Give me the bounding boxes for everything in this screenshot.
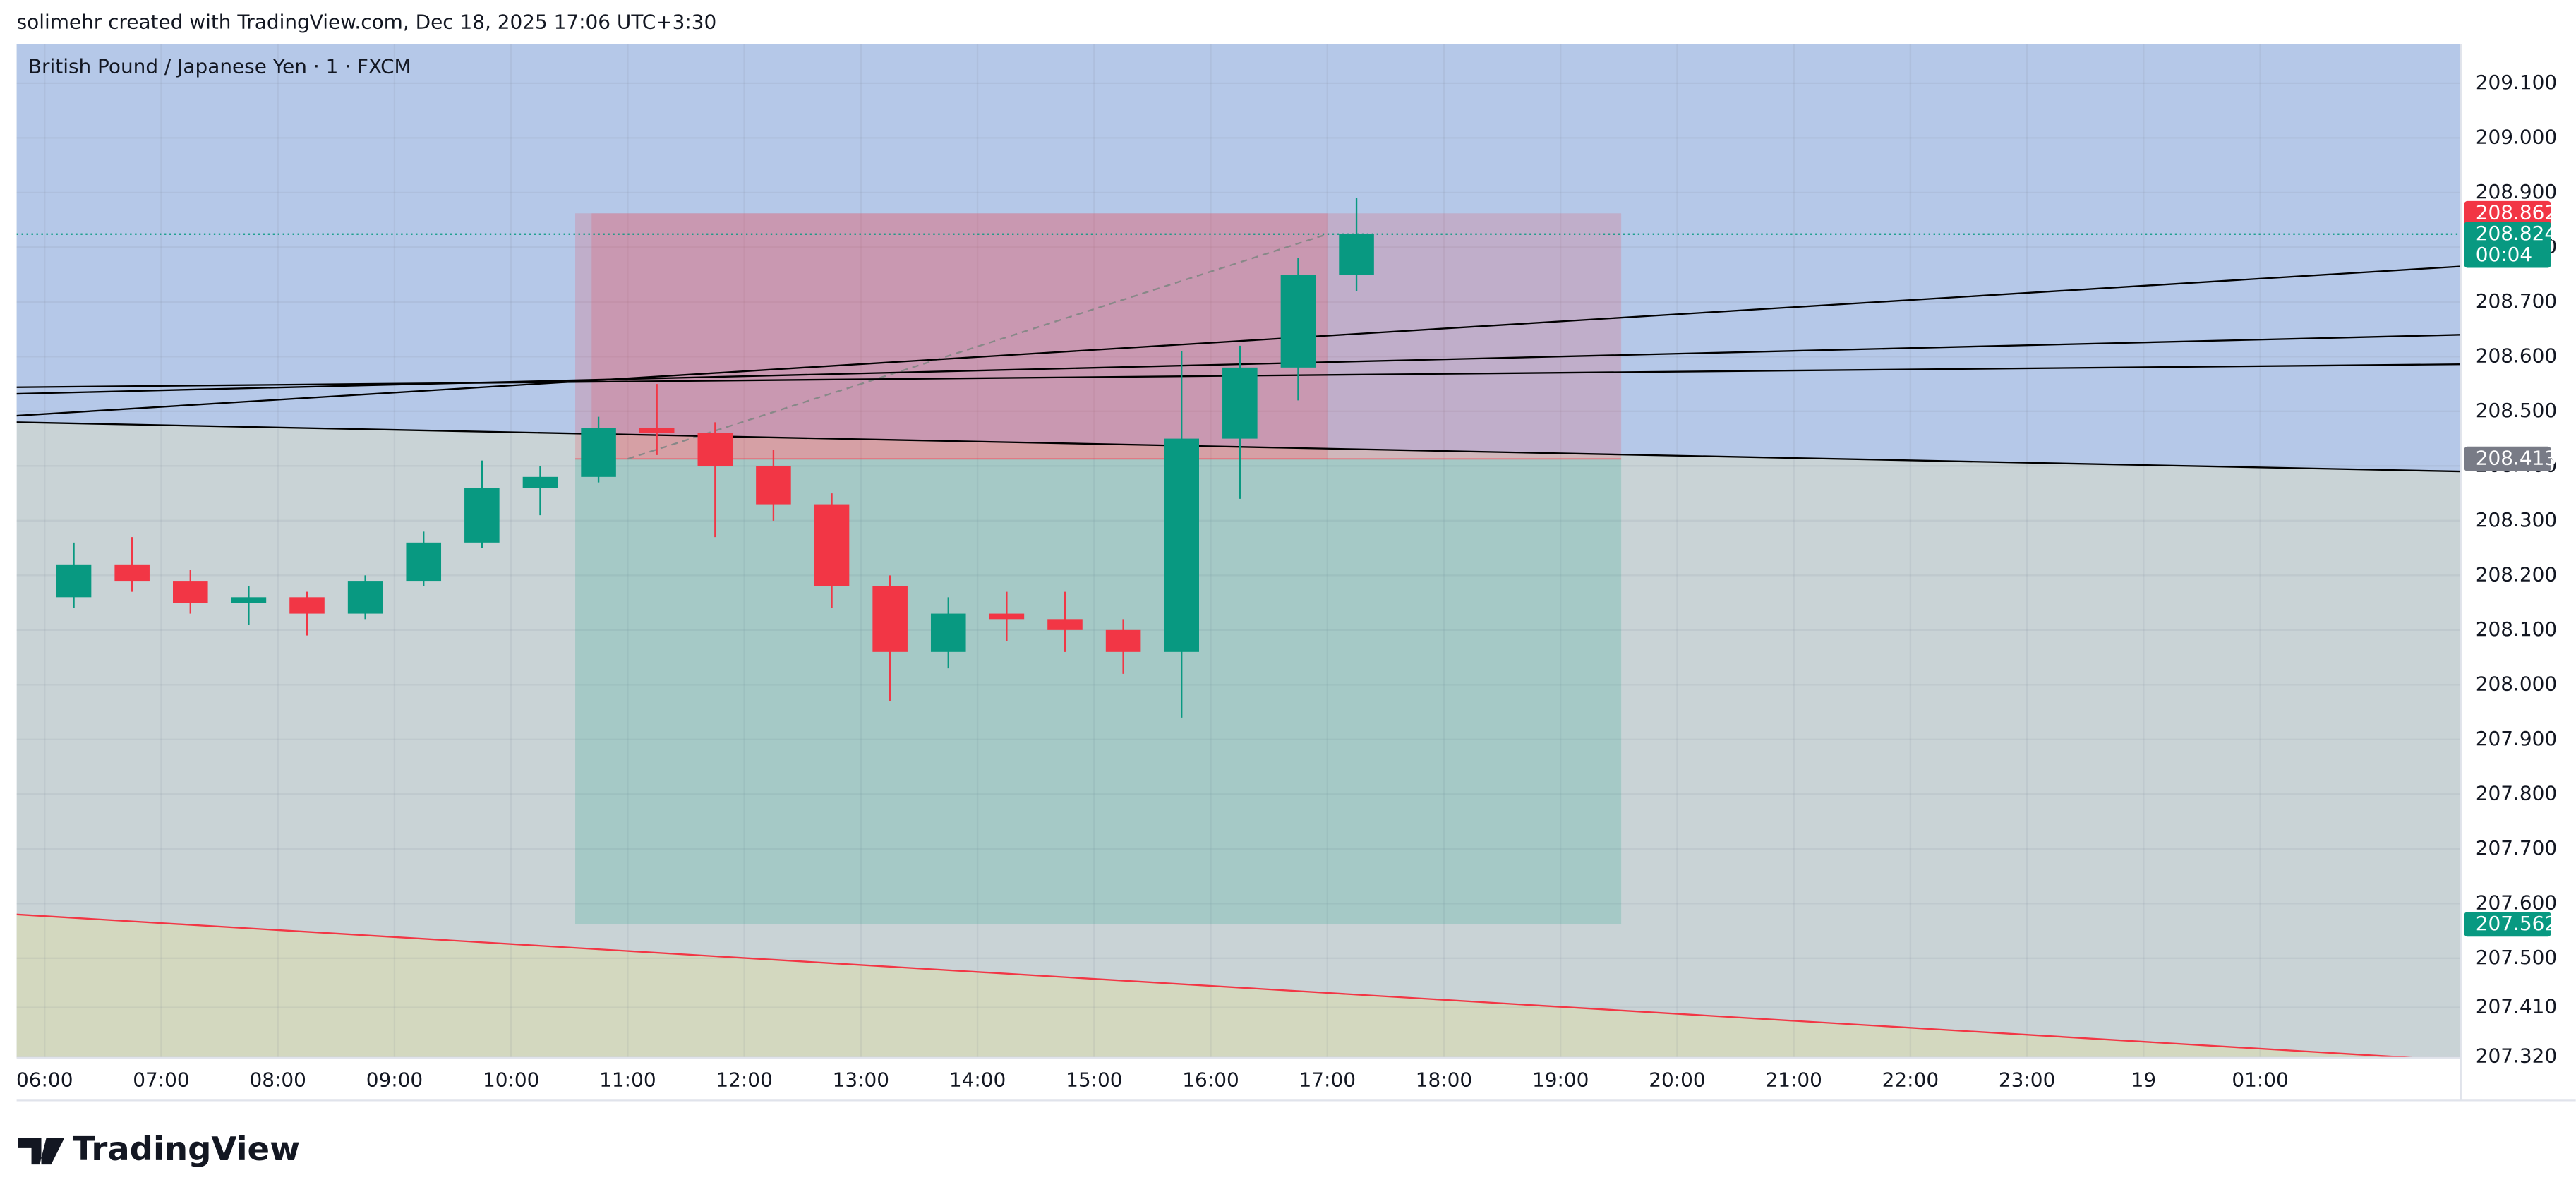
- candle-body: [56, 564, 92, 598]
- y-tick-label: 208.700: [2476, 289, 2557, 313]
- x-tick-label: 06:00: [16, 1068, 73, 1091]
- y-tick-label: 207.800: [2476, 781, 2557, 805]
- x-tick-label: 15:00: [1066, 1068, 1122, 1091]
- y-tick-label: 208.300: [2476, 508, 2557, 531]
- candle-body: [989, 613, 1025, 620]
- candle-body: [406, 542, 442, 582]
- logo-dot: [47, 1138, 58, 1148]
- logo: TradingView: [18, 1130, 300, 1168]
- candle-body: [289, 597, 325, 614]
- candle-body: [814, 504, 850, 586]
- current-price-label: 208.824: [2476, 222, 2557, 245]
- position-path: [627, 233, 1328, 460]
- x-tick-label: 22:00: [1882, 1068, 1939, 1091]
- candle-body: [231, 597, 267, 603]
- candle-body: [1222, 367, 1258, 439]
- entry-label: 208.413: [2476, 446, 2557, 469]
- y-tick-label: 207.500: [2476, 946, 2557, 969]
- candle-body: [522, 476, 558, 488]
- y-tick-label: 208.100: [2476, 617, 2557, 641]
- candle-body: [639, 428, 675, 433]
- y-tick-label: 209.000: [2476, 125, 2557, 148]
- x-tick-label: 10:00: [483, 1068, 539, 1091]
- axes: 06:00 07:00 08:00 09:00 10:00 11:00 12:00 13:00…: [16, 71, 2557, 1092]
- current-price-label-bg: [2464, 222, 2551, 268]
- x-tick-label: 09:00: [366, 1068, 423, 1091]
- y-tick-label: 207.600: [2476, 891, 2557, 914]
- target-label: 207.562: [2476, 912, 2557, 935]
- entry-label-bg: [2464, 446, 2551, 471]
- target-zone: [575, 459, 1622, 924]
- y-tick-label: 208.900: [2476, 180, 2557, 203]
- current-price-label-countdown: 00:04: [2476, 243, 2532, 266]
- y-tick-label: 208.200: [2476, 562, 2557, 586]
- x-tick-label: 19:00: [1532, 1068, 1589, 1091]
- x-tick-label: 08:00: [249, 1068, 306, 1091]
- chart-title: British Pound / Japanese Yen · 1 · FXCM: [28, 54, 411, 78]
- candle-body: [464, 488, 500, 543]
- target-label-bg: [2464, 912, 2551, 937]
- stop-zone: [575, 213, 1622, 459]
- x-tick-label: 21:00: [1765, 1068, 1822, 1091]
- plot-area: [16, 44, 2461, 1058]
- x-tick-label: 19: [2131, 1068, 2157, 1091]
- trend-line: [16, 913, 2412, 1058]
- attribution: solimehr created with TradingView.com, D…: [17, 11, 717, 34]
- x-tick-label: 18:00: [1416, 1068, 1472, 1091]
- candle-body: [347, 581, 383, 614]
- candle-body: [697, 433, 733, 466]
- y-tick-label: 207.700: [2476, 836, 2557, 860]
- x-tick-label: 14:00: [949, 1068, 1006, 1091]
- y-tick-label: 208.000: [2476, 672, 2557, 695]
- x-tick-label: 07:00: [133, 1068, 189, 1091]
- x-tick-label: 11:00: [599, 1068, 656, 1091]
- candle-body: [581, 428, 616, 477]
- brand: TradingView: [73, 1130, 300, 1168]
- x-tick-label: 23:00: [1999, 1068, 2055, 1091]
- candle-body: [1047, 619, 1083, 630]
- x-tick-label: 17:00: [1299, 1068, 1356, 1091]
- x-tick-label: 13:00: [833, 1068, 889, 1091]
- y-tick-label: 208.600: [2476, 344, 2557, 367]
- trend-line: [16, 265, 2461, 417]
- stop-label: 208.862: [2476, 200, 2557, 224]
- stop-zone-filled: [591, 213, 1328, 459]
- y-tick-label: 207.410: [2476, 995, 2557, 1018]
- x-tick-label: 16:00: [1182, 1068, 1239, 1091]
- candle-body: [172, 581, 208, 603]
- trend-line: [16, 421, 2461, 473]
- y-tick-label: 209.100: [2476, 71, 2557, 94]
- candle-body: [756, 466, 791, 505]
- candle-body: [1280, 275, 1316, 368]
- x-tick-label: 12:00: [716, 1068, 772, 1091]
- x-tick-label: 20:00: [1649, 1068, 1705, 1091]
- y-tick-label: 207.320: [2476, 1044, 2557, 1067]
- candle-body: [930, 613, 966, 652]
- stop-label-bg: [2464, 200, 2551, 226]
- candle-body: [1164, 438, 1200, 652]
- y-tick-label: 208.500: [2476, 399, 2557, 422]
- candle-body: [1339, 234, 1374, 275]
- x-tick-label: 01:00: [2232, 1068, 2288, 1091]
- candle-body: [872, 586, 908, 652]
- upper-zone: [16, 44, 2461, 472]
- candle-body: [114, 564, 150, 582]
- y-tick-label: 207.900: [2476, 727, 2557, 750]
- candle-body: [1105, 629, 1141, 652]
